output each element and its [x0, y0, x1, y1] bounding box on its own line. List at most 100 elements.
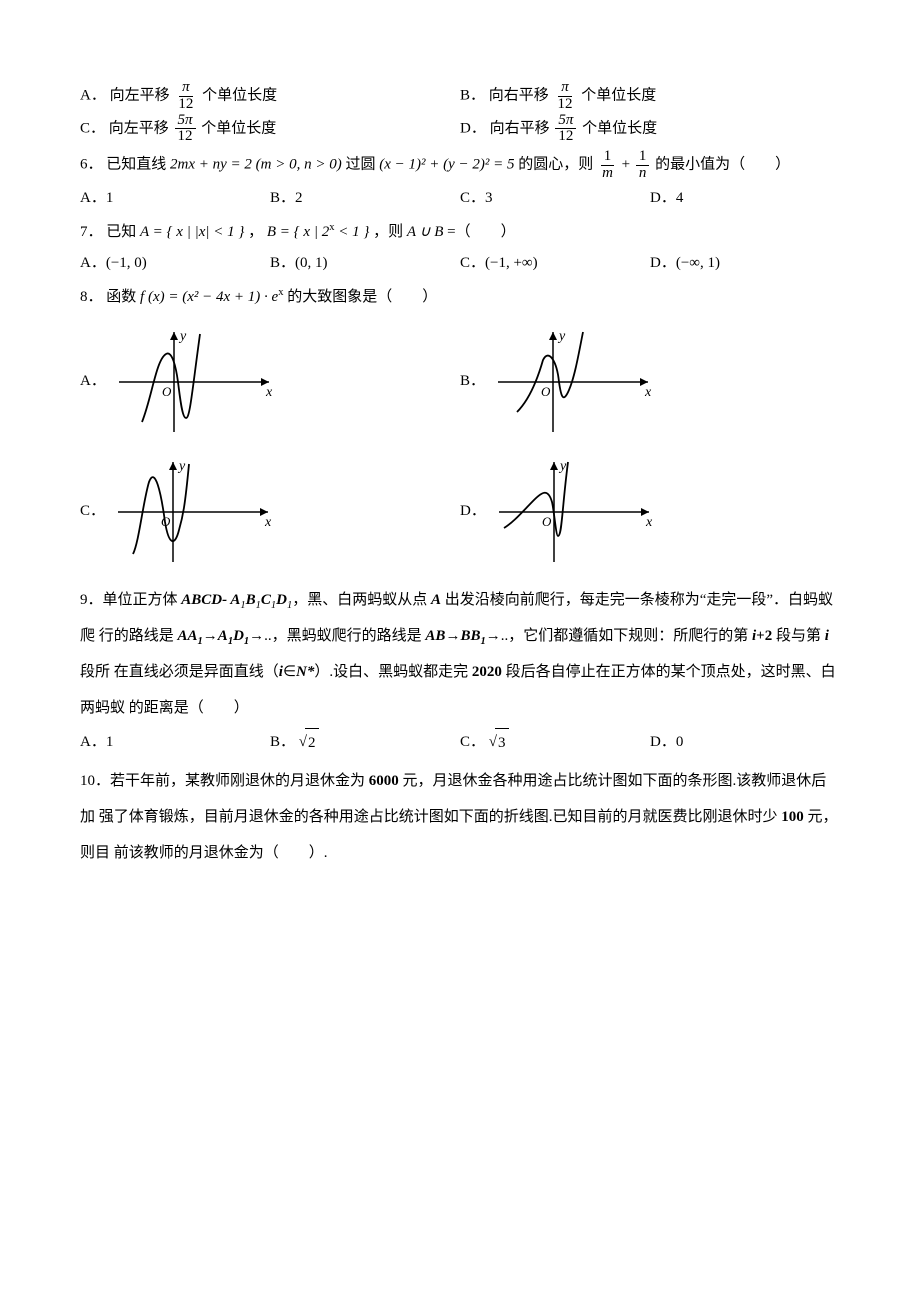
q9-options: A．1 B． √2 C． √3 D．0 [80, 728, 840, 758]
q7-options: A．(−1, 0) B．(0, 1) C．(−1, +∞) D．(−∞, 1) [80, 249, 840, 278]
q5-opt-D: D． 向右平移 5π 12 个单位长度 [460, 113, 840, 146]
q6-opt-C: C．3 [460, 184, 650, 213]
opt-tail: 个单位长度 [201, 120, 276, 136]
opt-text: 向左平移 [110, 88, 170, 104]
q7-opt-D: D．(−∞, 1) [650, 249, 840, 278]
opt-tail: 个单位长度 [582, 120, 657, 136]
q8-fig-row-2: C． x y O D． x y O [80, 452, 840, 572]
set-A: A = { x | |x| < 1 } [140, 224, 244, 240]
question-10: 10．若干年前，某教师刚退休的月退休金为 6000 元，月退休金各种用途占比统计… [80, 763, 840, 871]
q-number: 9． [80, 592, 103, 608]
q8-fig-row-1: A． x y O B． x y O [80, 322, 840, 442]
q6-opt-B: B．2 [270, 184, 460, 213]
q9-opt-C: C． √3 [460, 728, 650, 758]
q6-opt-D: D．4 [650, 184, 840, 213]
origin-label: O [542, 514, 552, 529]
q6-options: A．1 B．2 C．3 D．4 [80, 184, 840, 213]
y-label: y [177, 459, 186, 474]
graph-C: x y O [113, 452, 283, 572]
q8-opt-B: B． x y O [460, 322, 840, 442]
plus: + [622, 157, 634, 173]
opt-label: D． [460, 120, 486, 136]
question-9: 9．单位正方体 ABCD- A1B1C1D1，黑、白两蚂蚁从点 A 出发沿棱向前… [80, 582, 840, 726]
q8-p2: 的大致图象是（ ） [287, 289, 437, 305]
opt-text: 向右平移 [490, 120, 550, 136]
q-number: 8． [80, 289, 103, 305]
set-B-r: < 1 } [334, 224, 369, 240]
fig-label-C: C． [80, 497, 105, 526]
q8-fx: f (x) = (x² − 4x + 1) · e [140, 289, 278, 305]
opt-tail: 个单位长度 [202, 88, 277, 104]
q5-options-row-2: C． 向左平移 5π 12 个单位长度 D． 向右平移 5π 12 个单位长度 [80, 113, 840, 146]
q7-opt-C: C．(−1, +∞) [460, 249, 650, 278]
fraction: 5π 12 [175, 113, 196, 146]
curve-A [142, 334, 200, 422]
q8-opt-C: C． x y O [80, 452, 460, 572]
axes-group [498, 332, 648, 432]
q6-opt-A: A．1 [80, 184, 270, 213]
curve-C [133, 464, 189, 554]
opt-text: 向右平移 [489, 88, 549, 104]
q7-eq: =（ ） [447, 224, 515, 240]
x-label: x [265, 385, 273, 400]
opt-label: C． [80, 120, 105, 136]
x-label: x [264, 515, 272, 530]
q-number: 10． [80, 773, 110, 789]
x-label: x [645, 515, 653, 530]
origin-label: O [162, 384, 172, 399]
q-number: 6． [80, 157, 103, 173]
q8-opt-A: A． x y O [80, 322, 460, 442]
fig-label-D: D． [460, 497, 486, 526]
opt-label: A． [80, 88, 106, 104]
fraction: π 12 [175, 80, 196, 113]
q7-opt-A: A．(−1, 0) [80, 249, 270, 278]
q6-p4: 的最小值为（ ） [655, 157, 790, 173]
fraction-1n: 1 n [636, 149, 650, 182]
fig-label-A: A． [80, 367, 106, 396]
q-number: 7． [80, 224, 103, 240]
sqrt-3: √3 [489, 728, 509, 758]
y-label: y [178, 329, 187, 344]
comma: ， [248, 224, 263, 240]
graph-D: x y O [494, 452, 664, 572]
q9-opt-D: D．0 [650, 728, 840, 758]
q6-line-expr: 2mx + ny = 2 (m > 0, n > 0) [170, 157, 342, 173]
y-label: y [557, 329, 566, 344]
origin-label: O [541, 384, 551, 399]
q8-exp: x [278, 287, 283, 298]
fraction: π 12 [555, 80, 576, 113]
graph-A: x y O [114, 322, 284, 442]
q8-p1: 函数 [106, 289, 136, 305]
fraction: 5π 12 [555, 113, 576, 146]
q8-opt-D: D． x y O [460, 452, 840, 572]
y-label: y [558, 459, 567, 474]
q6-circle-expr: (x − 1)² + (y − 2)² = 5 [379, 157, 514, 173]
curve-B [517, 332, 583, 412]
question-8: 8． 函数 f (x) = (x² − 4x + 1) · ex 的大致图象是（… [80, 283, 840, 312]
q6-p2: 过圆 [346, 157, 376, 173]
q9-opt-B: B． √2 [270, 728, 460, 758]
x-label: x [644, 385, 652, 400]
set-B-l: B = { x | 2 [267, 224, 329, 240]
opt-text: 向左平移 [109, 120, 169, 136]
question-7: 7． 已知 A = { x | |x| < 1 } ， B = { x | 2x… [80, 218, 840, 247]
q9-opt-A: A．1 [80, 728, 270, 758]
q7-p1: 已知 [106, 224, 136, 240]
q5-opt-B: B． 向右平移 π 12 个单位长度 [460, 80, 840, 113]
graph-B: x y O [493, 322, 663, 442]
opt-tail: 个单位长度 [581, 88, 656, 104]
axes-group [118, 462, 268, 562]
question-6: 6． 已知直线 2mx + ny = 2 (m > 0, n > 0) 过圆 (… [80, 149, 840, 182]
q7-opt-B: B．(0, 1) [270, 249, 460, 278]
q5-opt-A: A． 向左平移 π 12 个单位长度 [80, 80, 460, 113]
fraction-1m: 1 m [599, 149, 616, 182]
fig-label-B: B． [460, 367, 485, 396]
opt-label: B． [460, 88, 485, 104]
q5-options-row-1: A． 向左平移 π 12 个单位长度 B． 向右平移 π 12 个单位长度 [80, 80, 840, 113]
curve-D [504, 462, 568, 536]
union: A ∪ B [407, 224, 444, 240]
sqrt-2: √2 [299, 728, 319, 758]
q7-p2: ，则 [373, 224, 403, 240]
q5-opt-C: C． 向左平移 5π 12 个单位长度 [80, 113, 460, 146]
q6-p1: 已知直线 [106, 157, 166, 173]
